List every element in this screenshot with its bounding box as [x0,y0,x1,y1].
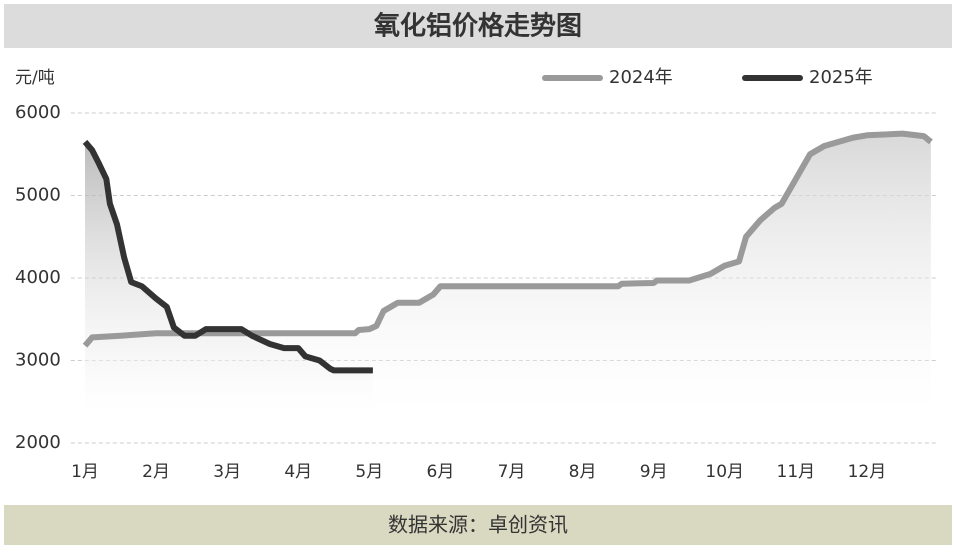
x-tick-label: 6月 [427,462,455,482]
legend-label: 2024年 [609,67,673,88]
y-tick-label: 2000 [15,432,61,453]
x-tick-label: 10月 [705,462,744,482]
y-tick-label: 4000 [15,267,61,288]
chart-title: 氧化铝价格走势图 [373,11,582,42]
x-tick-label: 2月 [142,462,170,482]
x-tick-label: 9月 [640,462,668,482]
x-tick-label: 11月 [777,462,816,482]
x-tick-label: 5月 [355,462,383,482]
x-tick-label: 7月 [498,462,526,482]
plot: 2000 3000 4000 5000 6000 1月 2月 3月 4月 5月 6月 7月 8月 9月 10… [15,67,938,482]
x-tick-label: 12月 [848,462,887,482]
y-tick-label: 3000 [15,350,61,371]
x-tick-label: 8月 [569,462,597,482]
legend-label: 2025年 [809,67,873,88]
source: 数据来源：卓创资讯 [388,513,568,537]
x-tick-label: 3月 [213,462,241,482]
y-axis-label: 元/吨 [15,68,55,88]
title-bar [4,4,952,48]
x-tick-label: 1月 [71,462,99,482]
y-tick-label: 6000 [15,102,61,123]
y-tick-label: 5000 [15,185,61,206]
area [85,133,931,413]
x-tick-label: 4月 [284,462,312,482]
series-line [82,139,373,374]
area [85,141,373,413]
source-bar [4,505,952,545]
series-line [82,130,933,348]
